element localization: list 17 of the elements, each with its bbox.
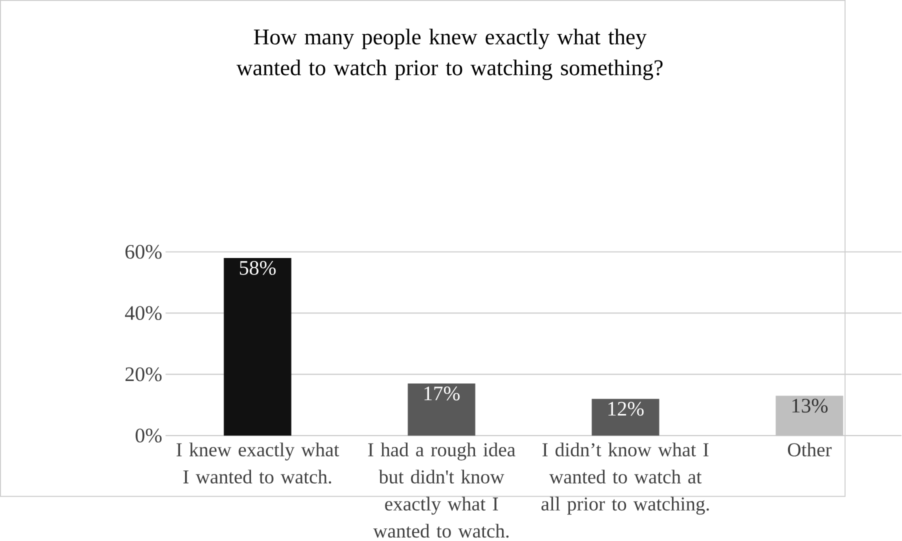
data-label: 12% [608,402,644,416]
y-tick-label: 40% [125,306,162,320]
data-label: 58% [240,261,276,275]
chart-title: How many people knew exactly what they wanted to watch prior to watching something? [236,28,663,80]
y-tick-label: 60% [125,244,162,259]
x-tick-label: I knew exactly what I wanted to watch. [176,442,340,484]
x-tick-label: Other [788,442,832,456]
bar [408,384,476,436]
bar [776,396,844,436]
bar [224,258,292,436]
y-tick-label: 20% [126,367,162,382]
y-tick-label: 0% [136,428,162,443]
data-label: 17% [424,386,460,401]
x-tick-label: I didn’t know what I wanted to watch at all prior to watching. [541,442,709,515]
data-label: 13% [792,398,828,413]
bar [592,398,660,436]
x-tick-label: I had a rough idea but didn't know exactly what I wanted to watch. [368,442,516,538]
